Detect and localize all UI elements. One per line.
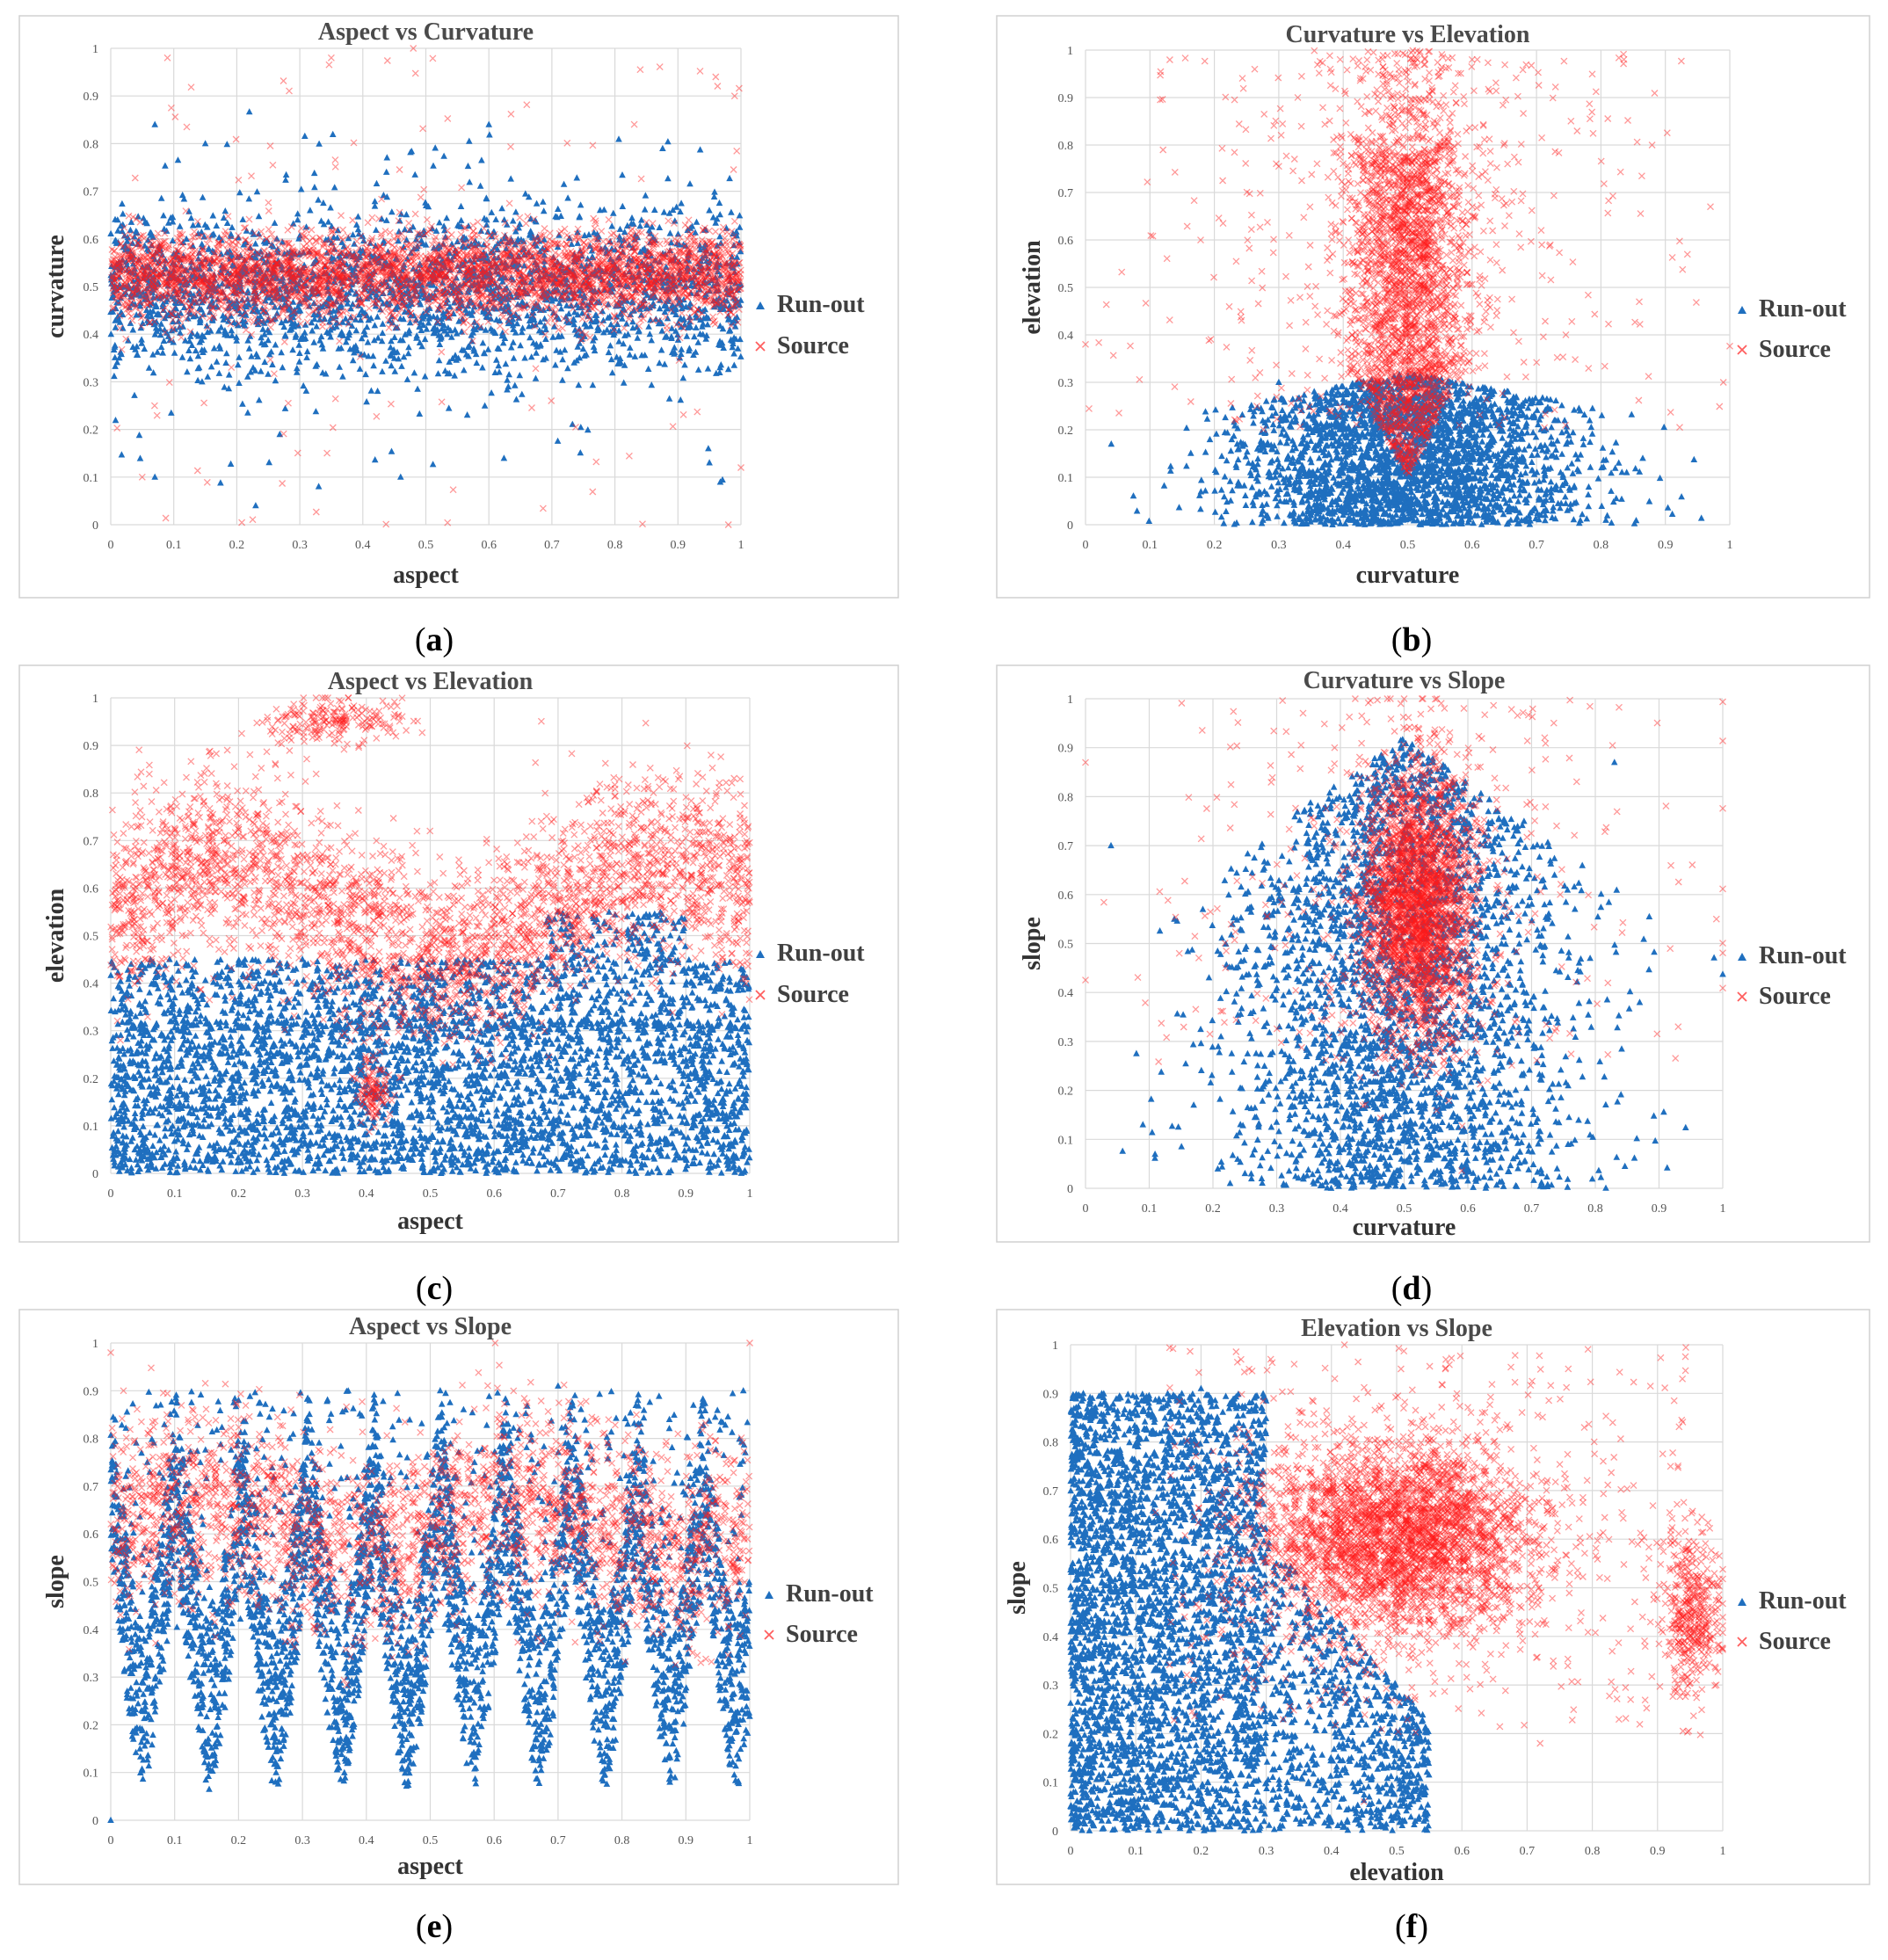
y-tick-label: 0.2 xyxy=(84,425,99,438)
x-tick-label: 0.6 xyxy=(481,539,497,552)
y-tick-label: 0.7 xyxy=(84,186,99,200)
y-tick-label: 0.8 xyxy=(84,138,99,151)
x-tick-label: 0.1 xyxy=(166,539,182,552)
y-tick-label: 0.1 xyxy=(84,472,99,485)
x-tick-label: 0.7 xyxy=(544,539,560,552)
chart-panel-a: 0 0.1 0.2 0.3 0.4 0.5 0.6 0.7 0.8 0.9 1 0 0.1 0.2 0.3 0… xyxy=(19,16,898,658)
x-tick-label: 0.5 xyxy=(418,539,434,552)
x-tick-label: 0 xyxy=(108,539,114,552)
x-tick-label: 0.4 xyxy=(355,539,371,552)
x-tick-label: 0.8 xyxy=(607,539,623,552)
y-tick-label: 0.9 xyxy=(84,91,99,104)
x-tick-label: 0.3 xyxy=(292,539,308,552)
y-tick-label: 1 xyxy=(92,43,98,56)
x-tick-label: 0.9 xyxy=(671,539,686,552)
y-tick-label: 0.4 xyxy=(84,329,99,342)
figure: 0 0.1 0.2 0.3 0.4 0.5 0.6 0.7 0.8 0.9 1 0 0.1 0.2 0.3 0… xyxy=(0,0,1888,1960)
y-tick-label: 0 xyxy=(92,519,98,533)
x-tick-label: 1 xyxy=(738,539,744,552)
x-tick-label: 0.2 xyxy=(229,539,245,552)
y-tick-label: 0.3 xyxy=(84,376,99,389)
y-tick-label: 0.5 xyxy=(84,281,99,294)
y-tick-label: 0.6 xyxy=(84,234,99,247)
